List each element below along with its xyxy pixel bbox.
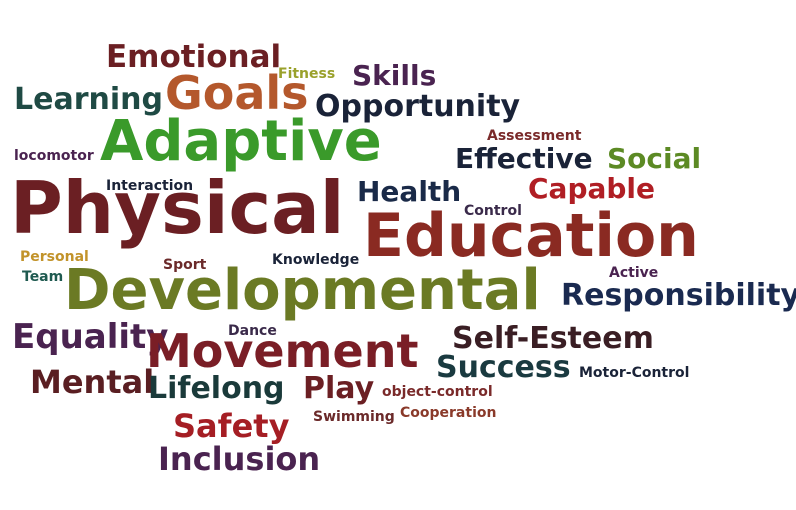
word-active: Active xyxy=(609,265,659,281)
word-motor-control: Motor-Control xyxy=(579,365,690,381)
word-sport: Sport xyxy=(163,257,207,273)
word-self-esteem: Self-Esteem xyxy=(452,321,654,356)
word-team: Team xyxy=(22,269,64,285)
word-responsibility: Responsibility xyxy=(561,278,796,313)
word-safety: Safety xyxy=(173,407,290,445)
word-opportunity: Opportunity xyxy=(315,89,521,124)
word-knowledge: Knowledge xyxy=(272,252,360,268)
word-locomotor: locomotor xyxy=(14,148,94,164)
word-education: Education xyxy=(363,201,699,271)
word-equality: Equality xyxy=(12,317,169,357)
word-social: Social xyxy=(607,142,702,175)
word-mental: Mental xyxy=(30,363,155,401)
word-interaction: Interaction xyxy=(106,178,194,194)
word-inclusion: Inclusion xyxy=(158,440,321,478)
word-skills: Skills xyxy=(352,59,437,92)
word-success: Success xyxy=(436,350,571,385)
word-effective: Effective xyxy=(455,142,593,175)
word-control: Control xyxy=(464,203,522,219)
word-physical: Physical xyxy=(10,166,345,250)
word-lifelong: Lifelong xyxy=(148,371,285,406)
word-dance: Dance xyxy=(228,323,277,339)
word-fitness: Fitness xyxy=(278,66,336,82)
word-learning: Learning xyxy=(14,82,163,117)
word-capable: Capable xyxy=(528,172,656,205)
word-health: Health xyxy=(357,175,462,208)
word-adaptive: Adaptive xyxy=(100,109,382,174)
word-personal: Personal xyxy=(20,249,89,265)
word-movement: Movement xyxy=(146,324,419,378)
word-object-control: object-control xyxy=(382,384,493,400)
word-assessment: Assessment xyxy=(487,128,582,144)
word-cooperation: Cooperation xyxy=(400,405,497,421)
word-play: Play xyxy=(303,371,375,406)
word-developmental: Developmental xyxy=(64,258,541,323)
word-swimming: Swimming xyxy=(313,409,395,425)
word-emotional: Emotional xyxy=(106,39,282,75)
word-goals: Goals xyxy=(165,66,309,120)
